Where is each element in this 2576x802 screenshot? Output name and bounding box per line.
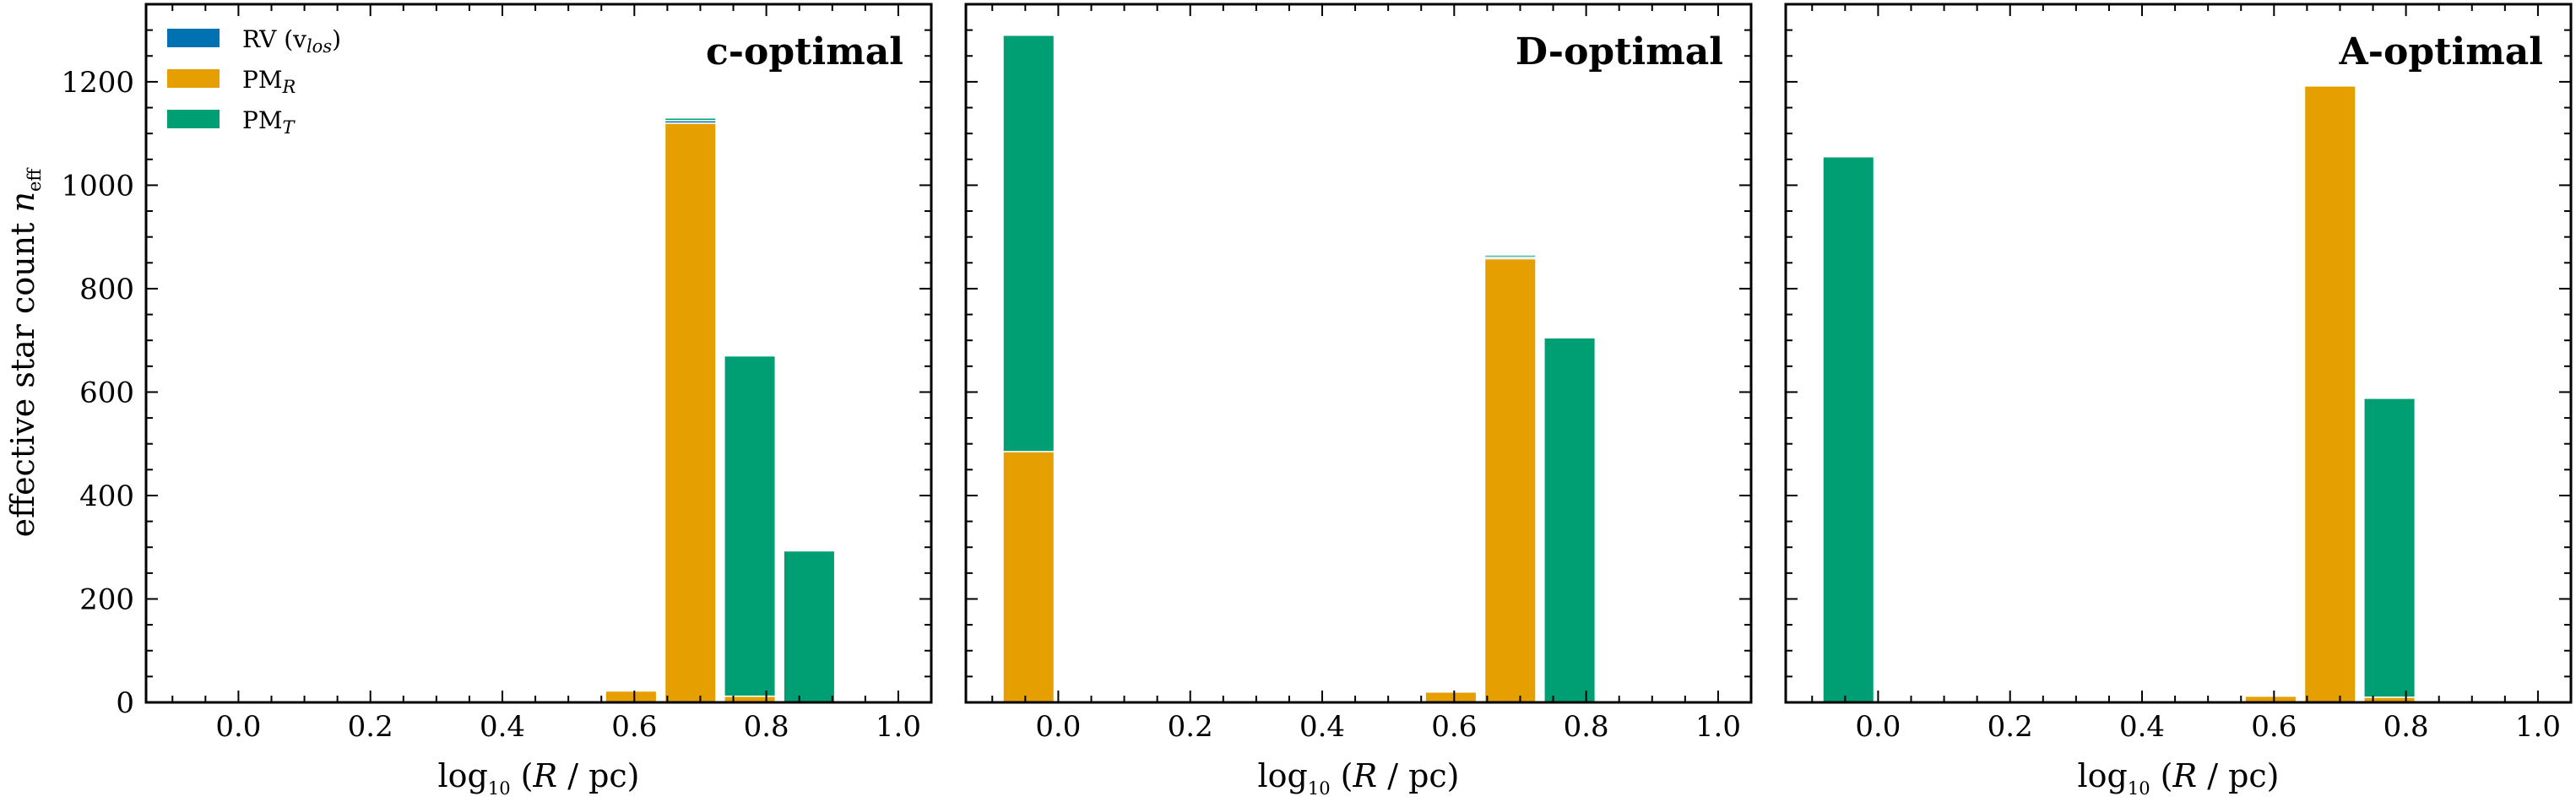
y-tick-label: 0 <box>116 686 134 720</box>
panel-title: D-optimal <box>1516 30 1723 73</box>
x-tick-label: 0.2 <box>1168 710 1213 744</box>
bar-segment-pm-r <box>1483 257 1537 703</box>
panel-title: c-optimal <box>706 30 903 73</box>
legend-swatch <box>167 69 220 88</box>
x-tick-label: 0.8 <box>1564 710 1609 744</box>
y-tick-label: 1000 <box>61 169 134 203</box>
bar-segment-pm-t <box>783 550 836 703</box>
x-tick-label: 0.8 <box>2383 710 2429 744</box>
bar-segment-pm-t <box>724 355 777 697</box>
panel-title: A-optimal <box>2339 30 2543 73</box>
axes-frame <box>964 3 1753 704</box>
panel-1: 0.0 0.2 0.4 0.6 0.8 1.0 0 200 400 600 800 1000 1200 c… <box>61 3 933 799</box>
y-tick-label: 800 <box>79 273 134 306</box>
bar-segment-pm-r <box>664 122 717 703</box>
x-tick-label: 0.4 <box>1299 710 1345 744</box>
legend-swatch <box>167 29 220 47</box>
axes-frame <box>144 3 933 704</box>
bar-segment-pm-t <box>1543 337 1597 703</box>
y-tick-label: 1200 <box>61 66 134 100</box>
legend-label: PMT <box>242 106 296 138</box>
y-tick-label: 400 <box>79 480 134 513</box>
y-tick-label: 600 <box>79 376 134 409</box>
x-tick-label: 0.2 <box>1988 710 2033 744</box>
bar-segment-pm-t <box>664 117 717 122</box>
x-tick-label: 0.0 <box>1035 710 1081 744</box>
bar-segment-pm-t <box>1822 155 1875 703</box>
x-tick-label: 0.6 <box>1431 710 1477 744</box>
bar-segment-pm-r <box>1424 691 1478 703</box>
x-tick-label: 0.6 <box>2251 710 2297 744</box>
y-tick-label: 200 <box>79 583 134 616</box>
x-tick-label: 0.0 <box>215 710 261 744</box>
x-tick-label: 1.0 <box>1695 710 1741 744</box>
legend: RV (vlos) PMR PMT <box>167 25 341 138</box>
x-axis-label: log10 (R / pc) <box>1257 757 1459 799</box>
axes-frame <box>1784 3 2573 704</box>
x-tick-label: 0.4 <box>480 710 525 744</box>
bar-segment-pm-t <box>1483 254 1537 258</box>
panel-2: 0.0 0.2 0.4 0.6 0.8 1.0 D-optimal log10 (R / pc… <box>964 3 1753 799</box>
x-tick-label: 1.0 <box>2515 710 2561 744</box>
x-tick-label: 0.0 <box>1855 710 1901 744</box>
x-axis-label: log10 (R / pc) <box>2077 757 2279 799</box>
legend-swatch <box>167 110 220 128</box>
x-tick-label: 0.8 <box>744 710 789 744</box>
x-tick-label: 0.4 <box>2119 710 2165 744</box>
x-axis-label: log10 (R / pc) <box>437 757 639 799</box>
x-tick-label: 0.2 <box>348 710 393 744</box>
legend-label: RV (vlos) <box>242 25 341 57</box>
bar-segment-pm-t <box>1002 35 1055 452</box>
bar-segment-pm-r <box>1002 451 1055 703</box>
legend-label: PMR <box>242 66 296 97</box>
panel-3: 0.0 0.2 0.4 0.6 0.8 1.0 A-optimal log10 (R / pc… <box>1784 3 2573 799</box>
bar-segment-pm-r <box>2303 85 2356 703</box>
x-tick-label: 1.0 <box>876 710 921 744</box>
bar-segment-pm-t <box>2363 398 2416 698</box>
y-axis-label: effective star count neff <box>4 167 45 538</box>
bar-segment-pm-r <box>605 690 658 703</box>
x-tick-label: 0.6 <box>611 710 657 744</box>
